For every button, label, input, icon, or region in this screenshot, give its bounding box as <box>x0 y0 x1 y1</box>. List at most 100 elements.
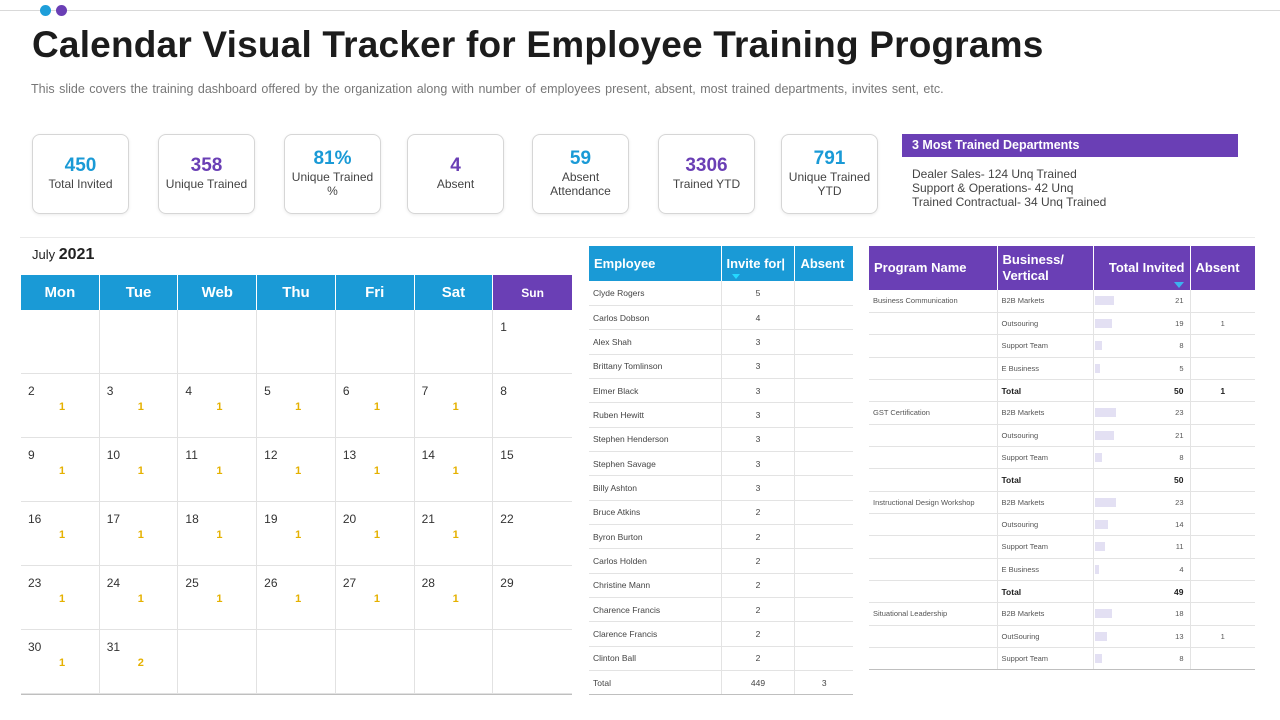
weekday-header: Thu <box>257 275 336 310</box>
calendar-day-cell[interactable]: 20 1 <box>335 502 415 566</box>
table-row[interactable]: Charence Francis 2 <box>589 597 853 623</box>
calendar-day-count: 1 <box>216 529 223 541</box>
calendar-day-cell[interactable]: 13 1 <box>335 438 415 502</box>
calendar-day-cell[interactable]: 30 1 <box>21 630 100 694</box>
invited-value: 11 <box>1175 542 1184 552</box>
table-row[interactable]: Situational Leadership B2B Markets 18 <box>869 602 1255 626</box>
invite-col-header[interactable]: Invite for| <box>721 246 796 281</box>
calendar-day-cell <box>178 310 258 374</box>
calendar-day-cell[interactable]: 29 <box>493 566 572 630</box>
table-row[interactable]: Outsouring 21 <box>869 424 1255 447</box>
table-row[interactable]: Ruben Hewitt 3 <box>589 402 853 428</box>
calendar-day-cell[interactable]: 8 <box>493 374 572 438</box>
total-invites: 449 <box>720 670 795 696</box>
calendar-day-cell[interactable]: 27 1 <box>335 566 415 630</box>
calendar-day-number: 7 <box>421 384 429 398</box>
table-row[interactable]: Business Communication B2B Markets 21 <box>869 290 1255 313</box>
calendar-day-cell[interactable]: 17 1 <box>99 502 179 566</box>
calendar-day-number: 5 <box>264 384 271 398</box>
invited-value: 21 <box>1175 430 1184 440</box>
calendar-day-cell[interactable]: 14 1 <box>414 438 494 502</box>
employee-invites: 2 <box>720 621 795 647</box>
business-vertical: B2B Markets <box>996 602 1093 626</box>
table-row[interactable]: Byron Burton 2 <box>589 524 853 550</box>
table-row[interactable]: Stephen Savage 3 <box>589 451 853 477</box>
calendar-day-cell[interactable]: 11 1 <box>178 438 258 502</box>
calendar-day-cell[interactable]: 21 1 <box>414 502 494 566</box>
program-total-row[interactable]: Total 50 <box>869 468 1255 492</box>
absent-col-header[interactable]: Absent <box>1190 246 1255 290</box>
calendar-day-cell[interactable]: 10 1 <box>99 438 179 502</box>
table-row[interactable]: Clarence Francis 2 <box>589 621 853 647</box>
calendar-day-cell[interactable]: 19 1 <box>257 502 336 566</box>
kpi-label: Unique Trained <box>165 177 248 192</box>
employee-col-header[interactable]: Employee <box>589 246 722 281</box>
table-row[interactable]: Alex Shah 3 <box>589 329 853 355</box>
calendar-day-cell[interactable]: 24 1 <box>99 566 179 630</box>
sort-down-icon[interactable] <box>1173 282 1184 288</box>
employee-invites: 2 <box>720 597 795 623</box>
invited-data-bar <box>1094 296 1114 305</box>
calendar-day-cell[interactable]: 22 <box>493 502 572 566</box>
table-row[interactable]: E Business 5 <box>869 357 1255 380</box>
table-row[interactable]: Support Team 8 <box>869 647 1255 671</box>
table-row[interactable]: Stephen Henderson 3 <box>589 427 853 452</box>
calendar-day-count: 1 <box>59 657 66 669</box>
program-total-row[interactable]: Total 49 <box>869 580 1255 604</box>
program-col-header[interactable]: Program Name <box>869 246 998 290</box>
sort-down-icon[interactable] <box>731 274 740 279</box>
program-name: GST Certification <box>869 401 997 425</box>
calendar-day-cell[interactable]: 28 1 <box>414 566 494 630</box>
invited-value: 23 <box>1175 497 1184 507</box>
program-total-row[interactable]: Total 50 1 <box>869 379 1255 403</box>
table-row[interactable]: Carlos Holden 2 <box>589 548 853 574</box>
table-row[interactable]: Support Team 8 <box>869 334 1255 358</box>
calendar-day-cell[interactable]: 25 1 <box>178 566 258 630</box>
table-row[interactable]: Support Team 8 <box>869 446 1255 470</box>
kpi-card: 81% Unique Trained % <box>284 134 381 214</box>
calendar-day-cell[interactable]: 15 <box>493 438 572 502</box>
table-row[interactable]: Outsouring 19 1 <box>869 312 1255 336</box>
invited-cell: 5 <box>1092 357 1190 380</box>
calendar-day-cell[interactable]: 16 1 <box>21 502 100 566</box>
absent-value <box>1189 401 1255 425</box>
calendar-day-cell[interactable]: 12 1 <box>257 438 336 502</box>
calendar-day-count: 1 <box>452 529 459 541</box>
invited-col-header[interactable]: Total Invited <box>1093 246 1191 290</box>
calendar-day-cell[interactable]: 1 <box>493 310 572 374</box>
absent-col-header[interactable]: Absent <box>794 246 853 281</box>
calendar-day-cell[interactable]: 26 1 <box>257 566 336 630</box>
table-row[interactable]: Support Team 11 <box>869 535 1255 559</box>
table-row[interactable]: Elmer Black 3 <box>589 378 853 404</box>
table-row[interactable]: Clinton Ball 2 <box>589 646 853 672</box>
kpi-value: 59 <box>569 148 592 170</box>
calendar-day-cell[interactable]: 23 1 <box>21 566 100 630</box>
employee-absent <box>794 354 853 379</box>
table-row[interactable]: Outsouring 14 <box>869 513 1255 537</box>
top-divider <box>0 10 1280 11</box>
employee-absent <box>794 621 853 647</box>
table-row[interactable]: Christine Mann 2 <box>589 573 853 598</box>
table-row[interactable]: E Business 4 <box>869 558 1255 581</box>
vertical-col-header[interactable]: Business/ Vertical <box>997 246 1094 290</box>
table-row[interactable]: GST Certification B2B Markets 23 <box>869 401 1255 425</box>
kpi-card: 450 Total Invited <box>32 134 129 214</box>
table-row[interactable]: OutSouring 13 1 <box>869 625 1255 649</box>
calendar-day-cell[interactable]: 31 2 <box>99 630 179 694</box>
table-row[interactable]: Instructional Design Workshop B2B Markets… <box>869 491 1255 514</box>
table-row[interactable]: Billy Ashton 3 <box>589 475 853 501</box>
calendar-day-number: 20 <box>342 512 357 526</box>
table-row[interactable]: Clyde Rogers 5 <box>589 281 853 306</box>
calendar-day-cell[interactable]: 18 1 <box>178 502 258 566</box>
table-row[interactable]: Carlos Dobson 4 <box>589 305 853 331</box>
invited-value: 13 <box>1175 631 1184 641</box>
table-row[interactable]: Brittany Tomlinson 3 <box>589 354 853 379</box>
table-row[interactable]: Bruce Atkins 2 <box>589 500 853 525</box>
